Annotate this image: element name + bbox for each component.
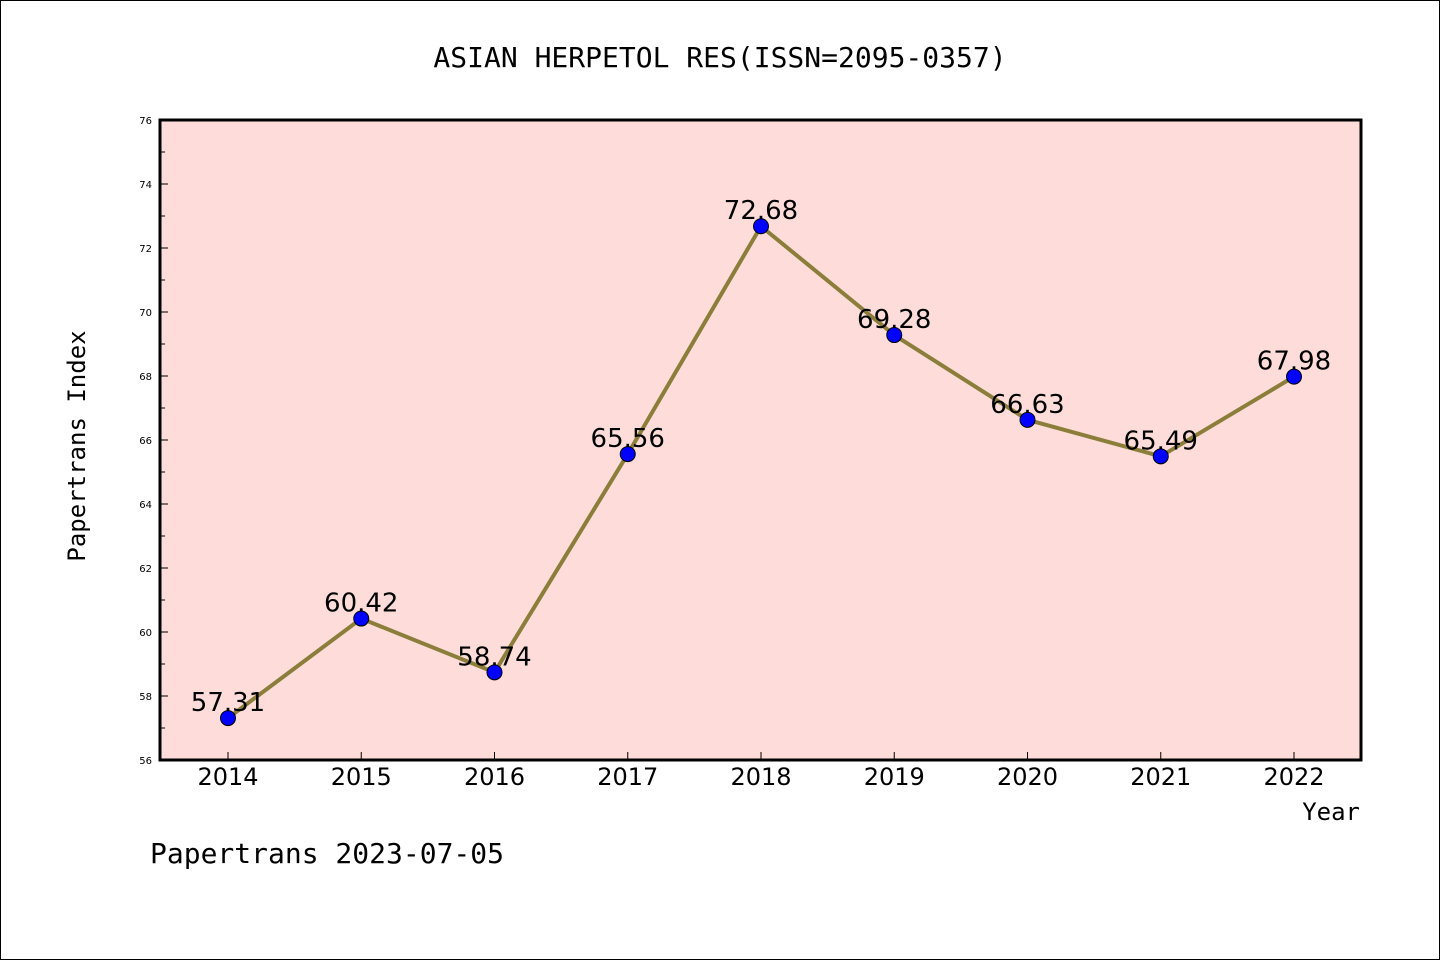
data-point [486, 664, 503, 681]
y-tick-label: 62 [139, 564, 152, 575]
y-tick-label: 58 [139, 692, 152, 703]
data-point [886, 327, 903, 344]
data-point [353, 610, 370, 627]
data-label: 69.28 [857, 305, 931, 335]
x-tick-label: 2015 [331, 763, 392, 791]
x-tick-label: 2021 [1130, 763, 1191, 791]
data-point [1152, 448, 1169, 465]
x-tick-label: 2017 [597, 763, 658, 791]
y-tick-label: 66 [139, 436, 152, 447]
data-label: 60.42 [324, 589, 398, 619]
x-tick-label: 2014 [197, 763, 258, 791]
y-axis-label: Papertrans Index [63, 330, 91, 561]
x-tick-label: 2018 [730, 763, 791, 791]
x-axis: 2014 2015 2016 2017 2018 2019 2020 2021 2022 [197, 752, 1325, 791]
x-tick-label: 2016 [464, 763, 525, 791]
footer-text: Papertrans 2023-07-05 [150, 837, 504, 870]
data-label: 57.31 [191, 688, 265, 718]
data-markers [220, 218, 1302, 727]
y-tick-label: 72 [139, 244, 152, 255]
data-label: 66.63 [990, 390, 1064, 420]
data-label: 72.68 [724, 196, 798, 226]
data-label: 65.49 [1124, 426, 1198, 456]
y-tick-label: 74 [139, 180, 152, 191]
y-tick-label: 76 [139, 116, 152, 127]
data-label: 58.74 [457, 642, 531, 672]
y-tick-label: 68 [139, 372, 152, 383]
y-tick-label: 64 [139, 500, 152, 511]
data-point [220, 710, 236, 727]
x-tick-label: 2022 [1263, 763, 1324, 791]
x-axis-label: Year [1302, 798, 1360, 826]
data-point [1286, 368, 1302, 385]
data-labels: 57.31 60.42 58.74 65.56 72.68 69.28 66.63 65.49… [191, 196, 1331, 718]
data-label: 67.98 [1257, 347, 1331, 377]
x-tick-label: 2020 [997, 763, 1058, 791]
plot-border [158, 118, 1363, 762]
data-point [619, 446, 636, 463]
chart-title: ASIAN HERPETOL RES(ISSN=2095-0357) [433, 41, 1006, 74]
x-tick-label: 2019 [864, 763, 925, 791]
y-tick-label: 70 [139, 308, 152, 319]
data-point [1019, 411, 1036, 428]
data-label: 65.56 [591, 424, 665, 454]
data-point [753, 218, 769, 235]
y-tick-label: 60 [139, 628, 152, 639]
y-tick-label: 56 [139, 756, 152, 767]
